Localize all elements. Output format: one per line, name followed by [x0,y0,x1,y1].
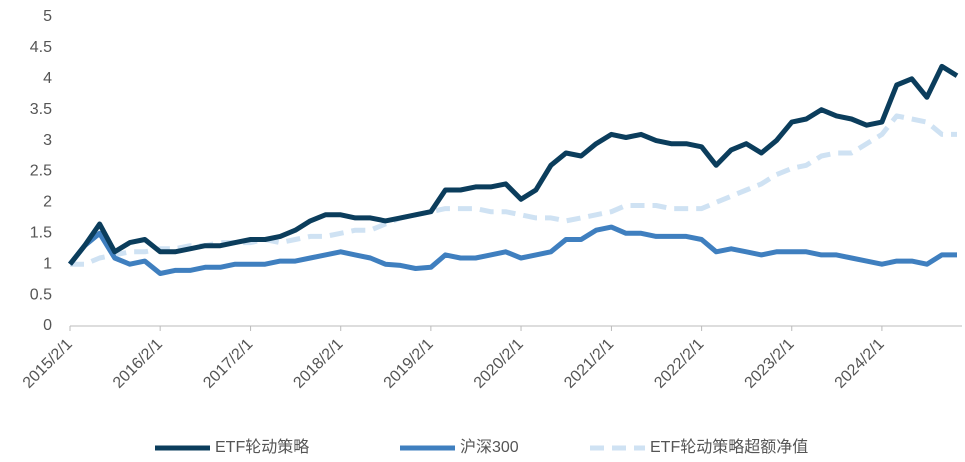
x-tick-label: 2018/2/1 [290,336,346,392]
y-tick-label: 0 [43,317,52,334]
x-tick-label: 2024/2/1 [832,336,888,392]
y-tick-label: 3.5 [30,101,52,118]
y-tick-label: 2 [43,194,52,211]
series-line [70,113,957,267]
y-tick-label: 4.5 [30,39,52,56]
legend-label: ETF轮动策略 [215,438,309,456]
x-tick-label: 2015/2/1 [20,336,76,392]
x-tick-label: 2020/2/1 [471,336,527,392]
series-line [68,63,959,266]
legend-label: ETF轮动策略超额净值 [650,438,808,456]
y-tick-label: 0.5 [30,286,52,303]
x-tick-label: 2016/2/1 [110,336,166,392]
x-tick-label: 2023/2/1 [742,336,798,392]
x-tick-label: 2019/2/1 [381,336,437,392]
y-tick-label: 3 [43,132,52,149]
x-tick-label: 2022/2/1 [651,336,707,392]
y-tick-label: 5 [43,8,52,25]
x-tick-label: 2017/2/1 [200,336,256,392]
y-tick-label: 4 [43,70,52,87]
legend-label: 沪深300 [460,438,519,456]
series-line [68,224,957,276]
y-tick-label: 1.5 [30,225,52,242]
y-tick-label: 2.5 [30,163,52,180]
x-tick-label: 2021/2/1 [561,336,617,392]
y-tick-label: 1 [43,255,52,272]
